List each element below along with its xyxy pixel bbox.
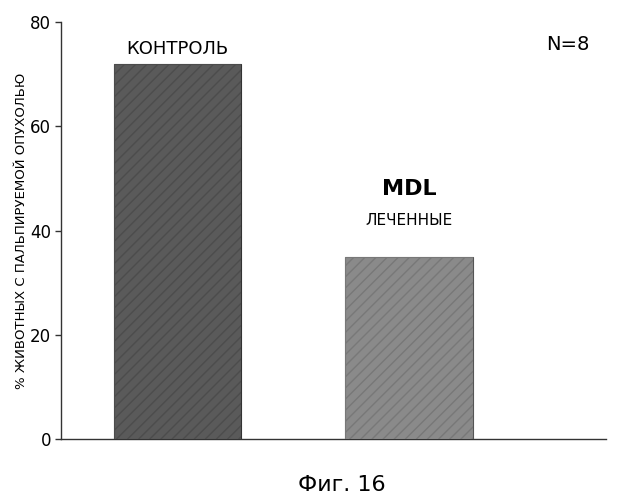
Bar — [114, 64, 241, 439]
Bar — [345, 256, 473, 439]
Text: N=8: N=8 — [546, 34, 590, 54]
Bar — [345, 256, 473, 439]
Text: КОНТРОЛЬ: КОНТРОЛЬ — [126, 40, 229, 58]
Y-axis label: % ЖИВОТНЫХ С ПАЛЬПИРУЕМОЙ ОПУХОЛЬЮ: % ЖИВОТНЫХ С ПАЛЬПИРУЕМОЙ ОПУХОЛЬЮ — [15, 72, 28, 388]
Text: ЛЕЧЕННЫЕ: ЛЕЧЕННЫЕ — [365, 213, 453, 228]
Text: MDL: MDL — [382, 179, 437, 199]
Text: Фиг. 16: Фиг. 16 — [297, 475, 386, 495]
Bar — [114, 64, 241, 439]
